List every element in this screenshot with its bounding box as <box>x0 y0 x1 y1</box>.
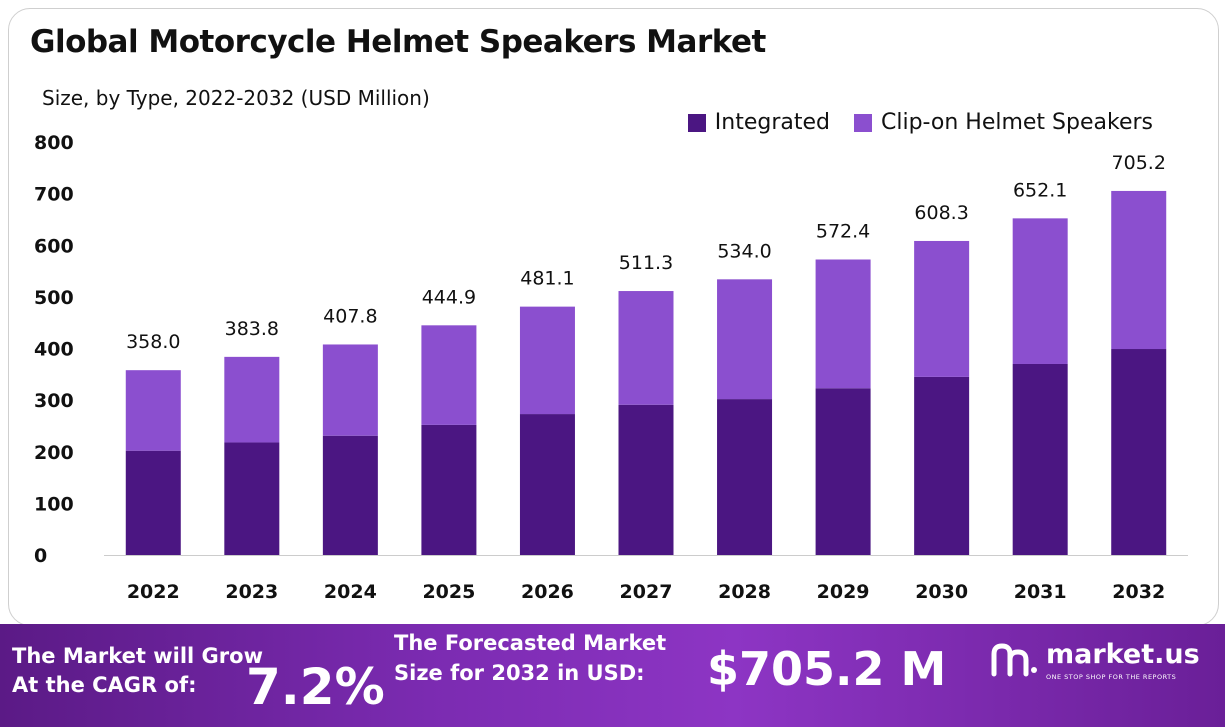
y-tick-label-500: 500 <box>34 287 74 309</box>
x-tick-label-2023: 2023 <box>225 581 278 603</box>
total-label-2029: 572.4 <box>816 220 870 242</box>
y-tick-label-700: 700 <box>34 184 74 206</box>
x-tick-label-2024: 2024 <box>324 581 377 603</box>
bar-integrated-2029 <box>815 388 871 555</box>
legend-swatch-clip-on <box>853 113 872 132</box>
legend-item-clip-on: Clip-on Helmet Speakers <box>853 110 1153 135</box>
forecast-label: The Forecasted Market Size for 2032 in U… <box>394 631 667 685</box>
legend-item-integrated: Integrated <box>687 110 830 135</box>
total-label-2023: 383.8 <box>225 318 279 340</box>
bar-clip-on-2032 <box>1111 190 1167 350</box>
bar-clip-on-2026 <box>519 306 575 415</box>
bar-clip-on-2022 <box>125 370 181 451</box>
cagr-value: 7.2% <box>246 658 385 716</box>
y-tick-label-400: 400 <box>34 339 74 361</box>
total-label-2030: 608.3 <box>914 202 968 224</box>
x-tick-label-2028: 2028 <box>718 581 771 603</box>
legend-label-integrated: Integrated <box>714 110 830 135</box>
y-tick-label-300: 300 <box>34 390 74 412</box>
bar-clip-on-2024 <box>322 344 378 436</box>
brand-tagline: ONE STOP SHOP FOR THE REPORTS <box>1046 673 1177 681</box>
cagr-label: The Market will Grow At the CAGR of: <box>12 644 263 697</box>
forecast-value: $705.2 M <box>707 642 947 696</box>
bar-clip-on-2029 <box>815 259 871 389</box>
bar-clip-on-2027 <box>618 291 674 405</box>
bar-clip-on-2023 <box>224 356 280 443</box>
bar-integrated-2031 <box>1012 363 1068 555</box>
chart-legend: Integrated Clip-on Helmet Speakers <box>687 110 1153 135</box>
bar-clip-on-2031 <box>1012 218 1068 364</box>
x-tick-label-2025: 2025 <box>422 581 475 603</box>
total-label-2024: 407.8 <box>323 305 377 327</box>
market-us-logo-icon <box>991 643 1037 677</box>
x-tick-label-2031: 2031 <box>1014 581 1067 603</box>
stacked-bar-chart: 0 100 200 300 400 500 600 700 800 358.0 2022 383.8 2… <box>34 132 1188 603</box>
y-tick-label-800: 800 <box>34 132 74 154</box>
bar-integrated-2024 <box>322 435 378 555</box>
bar-integrated-2030 <box>914 376 970 555</box>
bar-clip-on-2025 <box>421 325 477 425</box>
total-label-2031: 652.1 <box>1013 179 1067 201</box>
bar-clip-on-2028 <box>717 279 773 400</box>
bar-clip-on-2030 <box>914 240 970 377</box>
total-label-2027: 511.3 <box>619 252 673 274</box>
chart-title: Global Motorcycle Helmet Speakers Market <box>30 24 766 60</box>
bar-integrated-2022 <box>125 450 181 555</box>
total-label-2022: 358.0 <box>126 331 180 353</box>
bar-integrated-2028 <box>717 399 773 555</box>
x-tick-label-2029: 2029 <box>817 581 870 603</box>
total-label-2026: 481.1 <box>520 268 574 290</box>
total-label-2025: 444.9 <box>422 286 476 308</box>
bar-integrated-2026 <box>519 414 575 555</box>
bar-integrated-2032 <box>1111 349 1167 555</box>
x-tick-label-2026: 2026 <box>521 581 574 603</box>
y-tick-label-100: 100 <box>34 493 74 515</box>
summary-banner: The Market will Grow At the CAGR of: 7.2… <box>0 624 1225 727</box>
legend-swatch-integrated <box>687 113 706 132</box>
bar-integrated-2025 <box>421 424 477 555</box>
legend-label-clip-on: Clip-on Helmet Speakers <box>880 110 1153 135</box>
x-tick-label-2030: 2030 <box>915 581 968 603</box>
x-tick-label-2027: 2027 <box>620 581 673 603</box>
chart-subtitle: Size, by Type, 2022-2032 (USD Million) <box>42 86 430 110</box>
bar-integrated-2023 <box>224 442 280 555</box>
brand-logo: market.us ONE STOP SHOP FOR THE REPORTS <box>990 640 1200 681</box>
y-tick-label-200: 200 <box>34 442 74 464</box>
bar-integrated-2027 <box>618 404 674 555</box>
y-tick-label-0: 0 <box>34 545 47 567</box>
y-tick-label-600: 600 <box>34 235 74 257</box>
brand-name: market.us <box>1046 639 1200 670</box>
total-label-2032: 705.2 <box>1112 152 1166 174</box>
x-tick-label-2032: 2032 <box>1112 581 1165 603</box>
total-label-2028: 534.0 <box>717 240 771 262</box>
x-tick-label-2022: 2022 <box>127 581 180 603</box>
